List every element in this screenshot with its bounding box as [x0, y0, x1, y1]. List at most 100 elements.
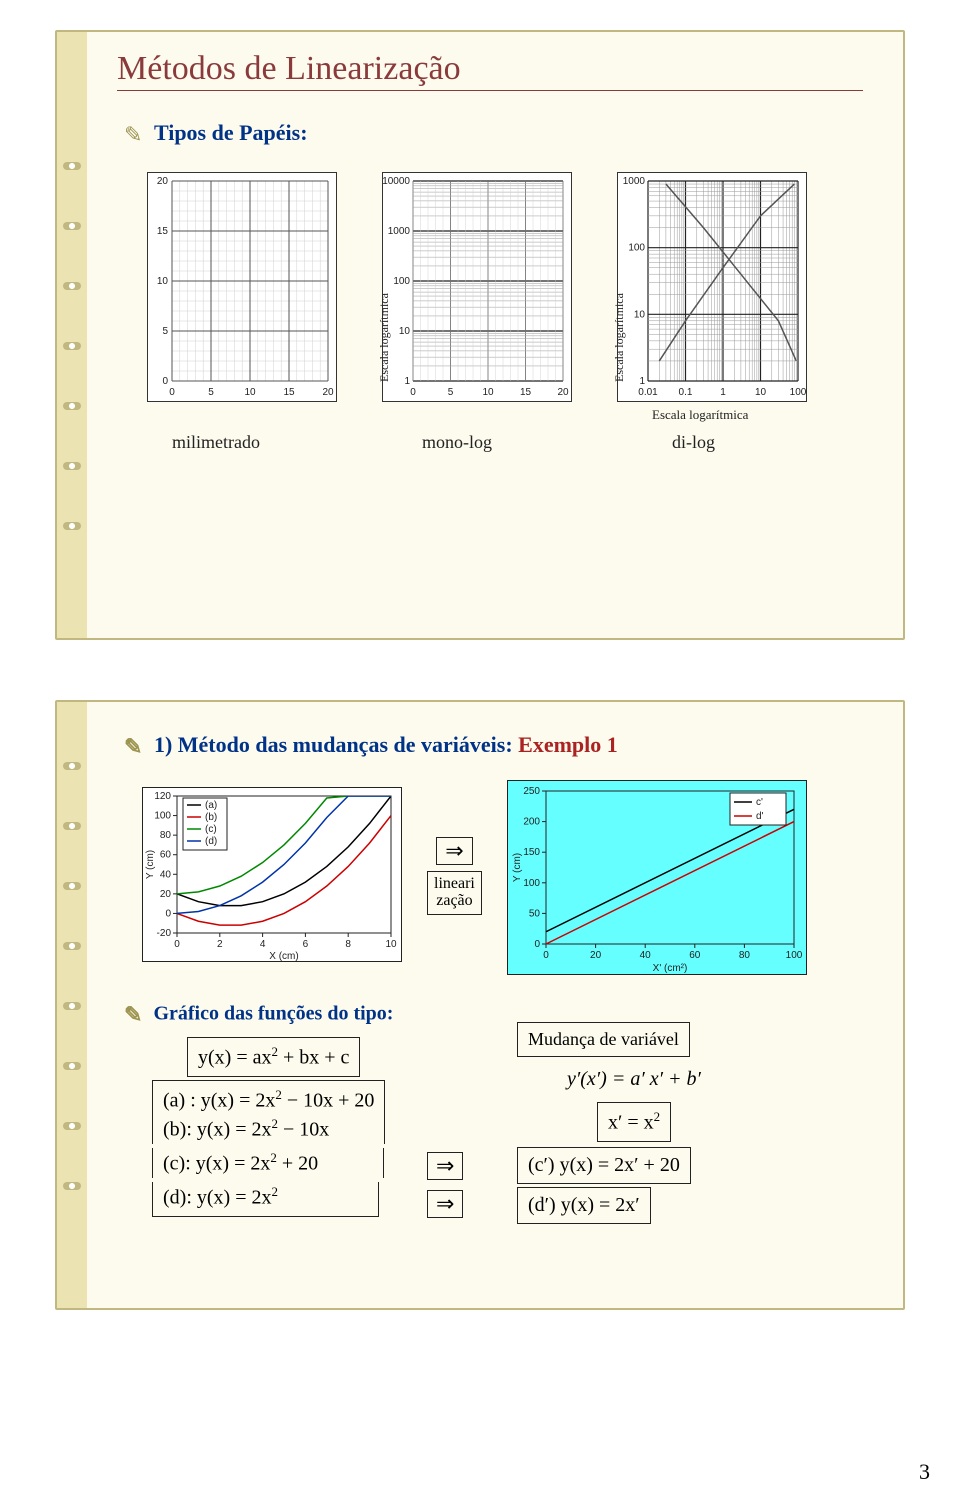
svg-text:0: 0 [165, 908, 171, 919]
svg-text:60: 60 [160, 850, 172, 861]
bullet-icon-2: ✎ [124, 734, 142, 760]
svg-text:250: 250 [523, 786, 540, 797]
eq-d: (d): y(x) = 2x2 [152, 1182, 379, 1217]
svg-text:d': d' [756, 811, 764, 822]
svg-text:4: 4 [260, 939, 266, 950]
dilog-x-axis-label: Escala logarítmica [652, 407, 748, 423]
change-var-label: Mudança de variável [517, 1022, 690, 1057]
eq-b: (b): y(x) = 2x2 − 10x [152, 1114, 385, 1144]
svg-text:10: 10 [755, 387, 767, 398]
svg-text:20: 20 [322, 387, 334, 398]
slide1-subtitle: Tipos de Papéis: [154, 120, 308, 145]
svg-text:10: 10 [634, 309, 646, 320]
svg-text:5: 5 [162, 326, 168, 337]
svg-text:20: 20 [160, 889, 172, 900]
thumb-dilog: 0.010.11101001101001000 [617, 172, 807, 402]
svg-text:0: 0 [534, 939, 540, 950]
monolog-y-axis-label: Escala logarítmica [377, 293, 392, 382]
slide1-title: Métodos de Linearização [117, 50, 863, 91]
svg-text:100: 100 [154, 811, 171, 822]
svg-text:0: 0 [162, 376, 168, 387]
thumb-dilog-svg: 0.010.11101001101001000 [618, 173, 806, 401]
svg-text:1: 1 [720, 387, 726, 398]
eq-generic: y(x) = ax2 + bx + c [187, 1037, 360, 1077]
svg-text:10000: 10000 [383, 176, 410, 187]
svg-text:0: 0 [169, 387, 175, 398]
svg-text:120: 120 [154, 791, 171, 802]
svg-text:100: 100 [786, 950, 803, 961]
arrow-to-dprime: ⇒ [427, 1190, 463, 1218]
svg-text:40: 40 [160, 869, 172, 880]
svg-text:50: 50 [529, 908, 541, 919]
eq-cprime: (c′) y(x) = 2x′ + 20 [517, 1147, 691, 1184]
svg-text:60: 60 [689, 950, 701, 961]
svg-text:40: 40 [640, 950, 652, 961]
svg-text:6: 6 [303, 939, 309, 950]
label-milimetrado: milimetrado [172, 432, 260, 453]
thumb-monolog: 0 5 10 15 20 1 10 100 1000 10000 [382, 172, 572, 402]
eq-yprime: y′(x′) = a′ x′ + b′ [557, 1062, 711, 1097]
svg-text:20: 20 [157, 176, 169, 187]
svg-text:(b): (b) [205, 812, 217, 823]
slide-2: ✎ 1) Método das mudanças de variáveis: E… [55, 700, 905, 1310]
chart-left-svg: 0246810-20020406080100120X (cm)Y (cm)(a)… [143, 788, 401, 961]
svg-text:10: 10 [399, 326, 411, 337]
eq-dprime: (d′) y(x) = 2x′ [517, 1187, 651, 1224]
svg-text:0: 0 [543, 950, 549, 961]
bullet-icon: ✎ [124, 122, 142, 148]
svg-text:0: 0 [410, 387, 416, 398]
bullet-icon-3: ✎ [124, 1002, 142, 1028]
svg-text:10: 10 [385, 939, 397, 950]
arrow-right-icon: ⇒ [436, 837, 472, 865]
svg-text:Y (cm): Y (cm) [145, 850, 156, 879]
slide-1: Métodos de Linearização ✎ Tipos de Papéi… [55, 30, 905, 640]
thumb-monolog-svg: 0 5 10 15 20 1 10 100 1000 10000 [383, 173, 571, 401]
chart-right: 0 20 40 60 80 100 0 50 100 150 200 250 X' (cm²) Y (cm… [507, 780, 807, 975]
svg-text:X (cm): X (cm) [269, 951, 298, 961]
svg-text:20: 20 [557, 387, 569, 398]
svg-text:-20: -20 [157, 928, 172, 939]
chart-left: 0246810-20020406080100120X (cm)Y (cm)(a)… [142, 787, 402, 962]
svg-text:c': c' [756, 797, 763, 808]
svg-text:0: 0 [174, 939, 180, 950]
svg-text:X' (cm²): X' (cm²) [653, 963, 688, 974]
slide2-heading: 1) Método das mudanças de variáveis: [154, 732, 513, 757]
slide-notch-column [57, 32, 87, 638]
svg-text:1: 1 [404, 376, 410, 387]
svg-text:100: 100 [523, 878, 540, 889]
svg-text:1000: 1000 [388, 226, 411, 237]
svg-text:Y (cm): Y (cm) [512, 853, 523, 882]
svg-text:150: 150 [523, 847, 540, 858]
svg-text:15: 15 [283, 387, 295, 398]
svg-text:5: 5 [448, 387, 454, 398]
slide2-heading-example: Exemplo 1 [518, 732, 618, 757]
svg-text:0.01: 0.01 [638, 387, 658, 398]
svg-text:80: 80 [160, 830, 172, 841]
dilog-y-axis-label: Escala logarítmica [612, 293, 627, 382]
svg-text:(d): (d) [205, 836, 217, 847]
svg-text:8: 8 [345, 939, 351, 950]
svg-text:10: 10 [482, 387, 494, 398]
thumb-milimetrado-svg: 0510152005101520 [148, 173, 336, 401]
svg-text:80: 80 [739, 950, 751, 961]
svg-text:0.1: 0.1 [679, 387, 693, 398]
svg-text:200: 200 [523, 817, 540, 828]
eq-xprime: x′ = x2 [597, 1102, 671, 1142]
thumb-milimetrado: 0510152005101520 [147, 172, 337, 402]
chart-right-svg: 0 20 40 60 80 100 0 50 100 150 200 250 X' (cm²) Y (cm… [508, 781, 806, 974]
arrow-to-cprime: ⇒ [427, 1152, 463, 1180]
svg-text:100: 100 [790, 387, 806, 398]
svg-text:1: 1 [639, 376, 645, 387]
svg-text:5: 5 [208, 387, 214, 398]
svg-text:(c): (c) [205, 824, 217, 835]
lineariza-label: lineari zação [427, 871, 482, 915]
svg-text:10: 10 [244, 387, 256, 398]
page-number: 3 [919, 1459, 930, 1485]
svg-text:2: 2 [217, 939, 223, 950]
svg-text:100: 100 [393, 276, 410, 287]
funcs-heading: Gráfico das funções do tipo: [153, 1003, 393, 1025]
eq-a: (a) : y(x) = 2x2 − 10x + 20 [152, 1080, 385, 1115]
svg-text:20: 20 [590, 950, 602, 961]
svg-text:15: 15 [520, 387, 532, 398]
svg-text:100: 100 [628, 243, 645, 254]
